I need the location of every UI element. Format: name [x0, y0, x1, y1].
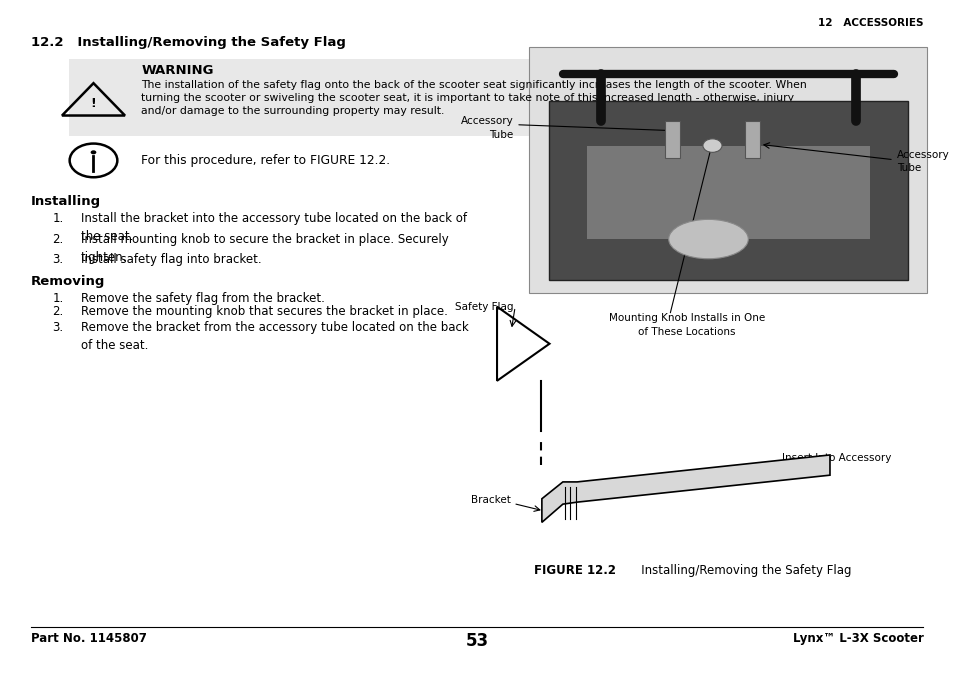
Ellipse shape	[668, 220, 747, 259]
Text: 12.2   Installing/Removing the Safety Flag: 12.2 Installing/Removing the Safety Flag	[30, 36, 345, 49]
Text: !: !	[91, 96, 96, 110]
Text: For this procedure, refer to FIGURE 12.2.: For this procedure, refer to FIGURE 12.2…	[141, 154, 390, 167]
Text: The installation of the safety flag onto the back of the scooter seat significan: The installation of the safety flag onto…	[141, 80, 806, 90]
FancyBboxPatch shape	[548, 101, 907, 280]
Text: Install mounting knob to secure the bracket in place. Securely
tighten.: Install mounting knob to secure the brac…	[81, 233, 448, 264]
Text: 3.: 3.	[52, 321, 64, 334]
Text: Accessory
Tube: Accessory Tube	[460, 117, 513, 140]
Text: Remove the safety flag from the bracket.: Remove the safety flag from the bracket.	[81, 292, 325, 305]
Text: Insert Into Accessory
Tube: Insert Into Accessory Tube	[781, 454, 891, 477]
Text: Remove the bracket from the accessory tube located on the back
of the seat.: Remove the bracket from the accessory tu…	[81, 321, 468, 352]
FancyBboxPatch shape	[529, 47, 926, 293]
Text: Install safety flag into bracket.: Install safety flag into bracket.	[81, 253, 261, 266]
FancyBboxPatch shape	[69, 59, 923, 136]
Text: 53: 53	[465, 632, 488, 650]
Text: Bracket: Bracket	[470, 495, 510, 505]
Text: Lynx™ L-3X Scooter: Lynx™ L-3X Scooter	[792, 632, 923, 645]
FancyBboxPatch shape	[744, 121, 760, 158]
Text: Safety Flag: Safety Flag	[455, 302, 513, 311]
Text: 1.: 1.	[52, 212, 64, 224]
Text: turning the scooter or swiveling the scooter seat, it is important to take note : turning the scooter or swiveling the sco…	[141, 93, 793, 103]
Text: Install the bracket into the accessory tube located on the back of
the seat.: Install the bracket into the accessory t…	[81, 212, 467, 243]
Text: Installing/Removing the Safety Flag: Installing/Removing the Safety Flag	[629, 564, 850, 577]
Text: Installing: Installing	[30, 195, 101, 208]
Text: 2.: 2.	[52, 305, 64, 318]
Text: 1.: 1.	[52, 292, 64, 305]
Text: 3.: 3.	[52, 253, 64, 266]
Text: WARNING: WARNING	[141, 64, 213, 77]
Text: Removing: Removing	[30, 275, 105, 288]
Circle shape	[702, 139, 721, 152]
Text: 12   ACCESSORIES: 12 ACCESSORIES	[817, 18, 923, 28]
Text: and/or damage to the surrounding property may result.: and/or damage to the surrounding propert…	[141, 106, 444, 117]
Polygon shape	[541, 455, 829, 522]
Text: 2.: 2.	[52, 233, 64, 246]
Text: Remove the mounting knob that secures the bracket in place.: Remove the mounting knob that secures th…	[81, 305, 448, 318]
Text: Mounting Knob Installs in One
of These Locations: Mounting Knob Installs in One of These L…	[608, 313, 764, 336]
Text: FIGURE 12.2: FIGURE 12.2	[534, 564, 616, 577]
FancyBboxPatch shape	[664, 121, 679, 158]
Text: Accessory
Tube: Accessory Tube	[896, 150, 948, 173]
Text: Part No. 1145807: Part No. 1145807	[30, 632, 146, 645]
FancyBboxPatch shape	[586, 146, 869, 239]
Circle shape	[91, 150, 96, 154]
